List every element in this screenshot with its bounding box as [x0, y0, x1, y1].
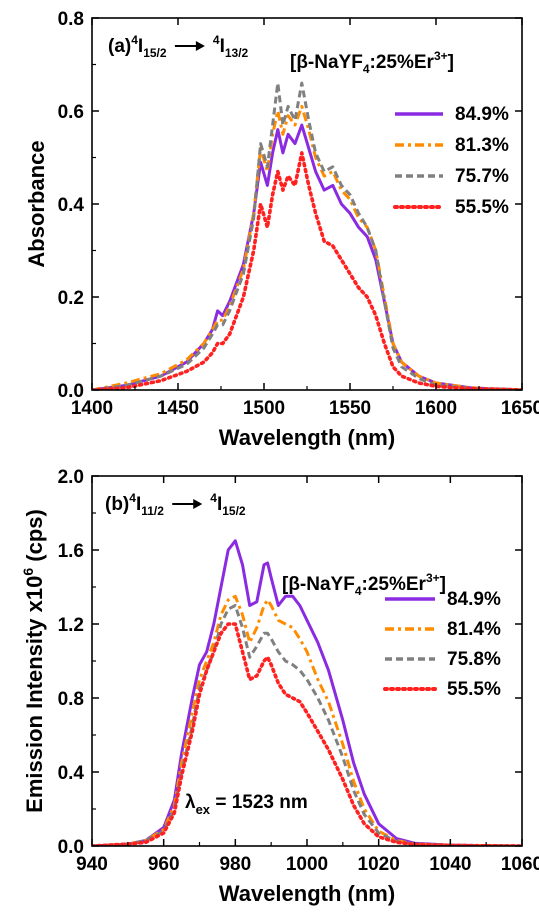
transition-to: 4I13/2 — [213, 33, 249, 60]
y-axis-title-sup: 6 — [20, 568, 36, 576]
x-tick-label: 1400 — [71, 398, 113, 419]
y-axis-title-text: Emission Intensity x10 — [22, 576, 47, 813]
excitation-sub: ex — [196, 802, 211, 817]
transition-to-level: I — [220, 36, 225, 57]
panel-b: 940 960 980 1000 1020 1040 1060 0.0 0.4 0.8 1.2 1.6… — [20, 467, 539, 906]
panel-label: (a)4I15/2 — [108, 33, 167, 60]
legend-label: 75.8% — [447, 649, 501, 670]
transition-to-sup: 4 — [210, 491, 217, 505]
transition-from-sup: 4 — [131, 33, 138, 47]
series-line-84-9pct — [92, 123, 522, 390]
y-tick-label: 0.8 — [58, 9, 84, 30]
legend-label: 84.9% — [455, 104, 509, 125]
x-axis-title: Wavelength (nm) — [219, 425, 395, 450]
y-tick-label: 0.8 — [58, 689, 84, 710]
y-axis-title-text: Absorbance — [24, 140, 49, 267]
y-tick-label: 0.0 — [58, 381, 84, 402]
y-axis-title-unit: (cps) — [22, 509, 47, 568]
series-line-75-7pct — [92, 81, 522, 390]
x-tick-label: 980 — [219, 854, 251, 875]
series-line-81-4pct — [92, 594, 522, 846]
sample-sup: 3+ — [426, 571, 440, 585]
series-line-55-5pct — [92, 622, 522, 846]
y-tick-label: 0.2 — [58, 288, 84, 309]
legend-label: 84.9% — [447, 589, 501, 610]
x-tick-label: 1550 — [329, 398, 371, 419]
sample-label: [β-NaYF4:25%Er3+] — [282, 571, 446, 598]
y-axis-title: Emission Intensity x106 (cps) — [20, 509, 47, 813]
legend-label: 75.7% — [455, 166, 509, 187]
x-tick-label: 940 — [76, 854, 108, 875]
excitation-annotation: λex = 1523 nm — [185, 792, 308, 817]
y-tick-label: 1.2 — [58, 615, 84, 636]
y-tick-label: 0.4 — [58, 195, 85, 216]
excitation-value: = 1523 nm — [210, 792, 308, 813]
sample-sub: 4 — [355, 584, 362, 598]
transition-to-sub: 13/2 — [225, 46, 249, 60]
x-tick-label: 1650 — [501, 398, 539, 419]
panel-label-text: (a) — [108, 36, 131, 57]
panel-a: 1400 1450 1500 1550 1600 1650 0.0 0.2 0.4 0.6 0.8 W… — [24, 9, 539, 450]
sample-suffix: ] — [440, 574, 446, 595]
x-axis-title: Wavelength (nm) — [219, 881, 395, 906]
y-tick-label: 0.0 — [58, 837, 84, 858]
x-tick-label: 1020 — [358, 854, 400, 875]
legend-label: 55.5% — [455, 197, 509, 218]
sample-suffix: ] — [448, 52, 454, 73]
sample-label: [β-NaYF4:25%Er3+] — [290, 49, 454, 76]
y-tick-label: 1.6 — [58, 541, 84, 562]
x-tick-label: 1500 — [243, 398, 285, 419]
transition-from-sup: 4 — [129, 491, 136, 505]
transition-to-sub: 15/2 — [222, 504, 246, 518]
transition-from-sub: 11/2 — [141, 504, 164, 518]
y-tick-label: 0.6 — [58, 102, 84, 123]
x-tick-label: 1450 — [157, 398, 199, 419]
x-tick-label: 1600 — [415, 398, 457, 419]
sample-mid: :25%Er — [370, 52, 435, 73]
transition-to: 4I15/2 — [210, 491, 246, 518]
y-tick-label: 2.0 — [58, 467, 84, 488]
panel-label-text: (b) — [105, 494, 129, 515]
sample-sub: 4 — [363, 62, 370, 76]
y-tick-label: 0.4 — [58, 763, 85, 784]
legend-label: 81.3% — [455, 135, 509, 156]
y-axis-title: Absorbance — [24, 140, 49, 267]
arrow-head-icon — [195, 41, 205, 51]
panel-label: (b)4I11/2 — [105, 491, 164, 518]
x-tick-label: 1040 — [429, 854, 471, 875]
x-tick-label: 960 — [148, 854, 180, 875]
x-tick-label: 1060 — [501, 854, 539, 875]
series-line-84-9pct — [92, 539, 522, 846]
transition-to-level: I — [217, 494, 222, 515]
legend-label: 55.5% — [447, 679, 501, 700]
sample-prefix: [β-NaYF — [282, 574, 355, 595]
arrow-head-icon — [193, 499, 203, 509]
sample-prefix: [β-NaYF — [290, 52, 363, 73]
sample-mid: :25%Er — [362, 574, 427, 595]
transition-from-sub: 15/2 — [143, 46, 167, 60]
transition-from-level: I — [138, 36, 143, 57]
transition-from-level: I — [136, 494, 141, 515]
series-line-81-3pct — [92, 104, 522, 390]
sample-sup: 3+ — [434, 49, 448, 63]
x-tick-label: 1000 — [286, 854, 328, 875]
series-line-55-5pct — [92, 151, 522, 390]
legend-label: 81.4% — [447, 619, 501, 640]
excitation-symbol: λ — [185, 792, 196, 813]
transition-to-sup: 4 — [213, 33, 220, 47]
